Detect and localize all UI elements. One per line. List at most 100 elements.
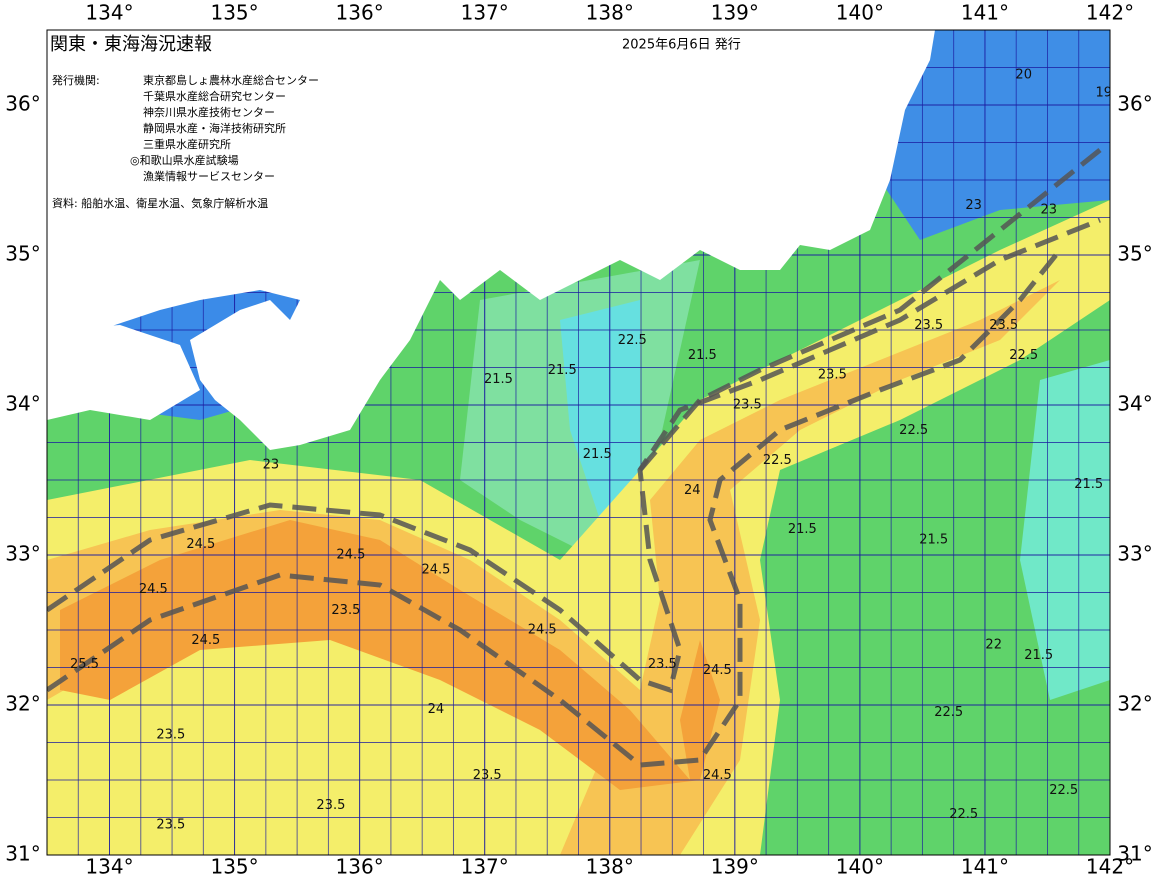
lon-tick-label: 138° (586, 855, 634, 879)
lat-tick-label: 34° (5, 392, 40, 416)
sea-zone (60, 520, 720, 790)
lon-tick-label: 137° (461, 1, 509, 25)
contour-label: 23.5 (914, 318, 943, 333)
kuroshio-axis (47, 217, 1101, 694)
contour-label: 24.5 (528, 623, 557, 638)
land (47, 325, 200, 420)
contour-label: 23 (1040, 203, 1057, 218)
contour-label: 24.5 (139, 582, 168, 597)
lat-tick-label: 35° (5, 242, 40, 266)
lon-tick-label: 137° (461, 855, 509, 879)
contour-label: 22.5 (949, 807, 978, 822)
land (47, 30, 935, 450)
source: 資料: 船舶水温、衛星水温、気象庁解析水温 (52, 196, 268, 210)
lat-tick-label: 36° (5, 92, 40, 116)
contour-label: 21.5 (1074, 477, 1103, 492)
contour-label: 21.5 (484, 372, 513, 387)
issuer: 三重県水産研究所 (143, 137, 231, 151)
contour-label: 21.5 (548, 363, 577, 378)
contour-label: 21.5 (919, 533, 948, 548)
map-area: 24.5 24.5 25.5 24.5 23.5 23 24.5 23.5 24.5 21.5 21… (47, 30, 1112, 855)
issuer: 東京都島しょ農林水産総合センター (143, 73, 319, 87)
contour-label: 22.5 (1009, 348, 1038, 363)
issuer: 漁業情報サービスセンター (143, 169, 275, 183)
lon-tick-label: 141° (961, 1, 1009, 25)
lat-tick-label: 31° (1117, 842, 1152, 866)
lat-tick-label: 33° (1117, 542, 1152, 566)
lat-tick-label: 35° (1117, 242, 1152, 266)
lon-tick-label: 135° (210, 855, 258, 879)
issuer: 静岡県水産・海洋技術研究所 (143, 121, 286, 135)
issuer: ◎和歌山県水産試験場 (130, 153, 239, 167)
contour-label: 22.5 (899, 423, 928, 438)
sea-zone (47, 280, 1060, 855)
lon-tick-label: 140° (836, 855, 884, 879)
lat-tick-label: 32° (5, 692, 40, 716)
kuroshio-axis (47, 248, 1062, 768)
lon-tick-label: 136° (336, 1, 384, 25)
contour-label: 19 (1095, 86, 1112, 101)
lon-tick-label: 139° (711, 855, 759, 879)
issuer: 神奈川県水産技術センター (143, 105, 275, 119)
contour-label: 23 (263, 458, 280, 473)
contour-label: 25.5 (70, 657, 99, 672)
lat-tick-label: 32° (1117, 692, 1152, 716)
kuroshio-axis (638, 148, 1102, 472)
contour-label: 22.5 (934, 705, 963, 720)
contour-label: 23 (965, 198, 982, 213)
contour-label: 21.5 (1024, 648, 1053, 663)
contour-label: 24.5 (191, 633, 220, 648)
title: 関東・東海海況速報 (50, 34, 212, 55)
lon-tick-label: 142° (1086, 855, 1134, 879)
map-frame (46, 29, 1111, 856)
contour-label: 21.5 (583, 447, 612, 462)
lon-tick-label: 135° (210, 1, 258, 25)
issue-date: 2025年6月6日 発行 (622, 38, 741, 53)
contour-label: 23.5 (316, 798, 345, 813)
issuers: 東京都島しょ農林水産総合センター千葉県水産総合研究センター神奈川県水産技術センタ… (130, 73, 319, 183)
lon-tick-label: 134° (85, 855, 133, 879)
sea-zone (1020, 360, 1110, 700)
contour-label: 22.5 (1049, 783, 1078, 798)
contour-labels: 24.5 24.5 25.5 24.5 23.5 23 24.5 23.5 24.5 21.5 21… (70, 68, 1112, 833)
lon-tick-label: 142° (1086, 1, 1134, 25)
lon-tick-label: 139° (711, 1, 759, 25)
issuer-label: 発行機関: (52, 73, 100, 87)
contour-label: 22.5 (763, 453, 792, 468)
lon-tick-label: 134° (85, 1, 133, 25)
contour-label: 23.5 (648, 657, 677, 672)
contour-label: 24 (684, 483, 701, 498)
lat-tick-label: 36° (1117, 92, 1152, 116)
sea-zone (880, 30, 1110, 240)
contour-label: 24.5 (336, 548, 365, 563)
lat-tick-label: 33° (5, 542, 40, 566)
contour-label: 24 (428, 702, 445, 717)
sea-zone (47, 200, 1110, 855)
contour-label: 24.5 (703, 663, 732, 678)
contour-label: 24.5 (421, 563, 450, 578)
contour-label: 23.5 (989, 318, 1018, 333)
lon-tick-label: 141° (961, 855, 1009, 879)
contour-label: 22.5 (618, 333, 647, 348)
contour-label: 21.5 (688, 348, 717, 363)
contour-label: 22 (985, 638, 1002, 653)
contour-label: 20 (1015, 68, 1032, 83)
contour-label: 23.5 (473, 768, 502, 783)
contour-label: 24.5 (186, 537, 215, 552)
contour-label: 23.5 (156, 728, 185, 743)
lat-tick-label: 31° (5, 842, 40, 866)
contour-label: 23.5 (331, 603, 360, 618)
issuer: 千葉県水産総合研究センター (143, 89, 286, 103)
contour-label: 21.5 (788, 522, 817, 537)
lon-tick-label: 140° (836, 1, 884, 25)
contour-label: 24.5 (703, 768, 732, 783)
axes: 134° 134° 135° 135° 136° 136° 137° 137° 138° 138°… (5, 1, 1152, 879)
lon-tick-label: 138° (586, 1, 634, 25)
contour-label: 23.5 (156, 818, 185, 833)
lon-tick-label: 136° (336, 855, 384, 879)
sea-zone (560, 300, 640, 520)
contour-label: 23.5 (818, 368, 847, 383)
lat-tick-label: 34° (1117, 392, 1152, 416)
contour-label: 23.5 (733, 398, 762, 413)
